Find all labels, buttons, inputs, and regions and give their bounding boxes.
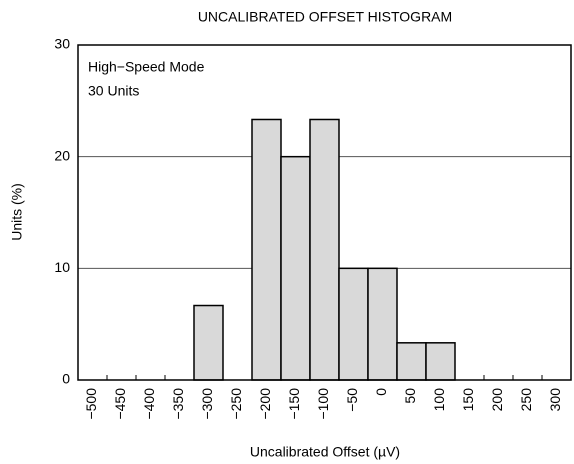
x-tick-label: −200	[257, 388, 273, 420]
x-tick-label: −50	[344, 388, 360, 412]
x-tick-label: 150	[460, 388, 476, 412]
x-tick-label: 100	[431, 388, 447, 412]
plot-border	[77, 44, 572, 381]
x-tick-label: 250	[518, 388, 534, 412]
x-tick-label: 50	[402, 388, 418, 404]
x-tick-label: −100	[315, 388, 331, 420]
x-tick-label: −350	[170, 388, 186, 420]
x-tick-label: −300	[199, 388, 215, 420]
chart-title: UNCALIBRATED OFFSET HISTOGRAM	[198, 9, 452, 25]
y-tick-label: 0	[62, 371, 70, 387]
x-axis-label: Uncalibrated Offset (µV)	[250, 444, 400, 460]
bar	[367, 267, 398, 381]
x-tick-label: −500	[83, 388, 99, 420]
x-tick-label: −450	[112, 388, 128, 420]
x-tick-label: 0	[373, 388, 389, 396]
annotation: 30 Units	[88, 83, 139, 99]
bar	[280, 155, 311, 381]
y-tick-label: 20	[54, 147, 70, 163]
x-tick-label: −400	[141, 388, 157, 420]
annotation: High−Speed Mode	[88, 59, 205, 75]
y-axis-label: Units (%)	[9, 183, 25, 241]
x-tick-label: 300	[547, 388, 563, 412]
x-tick-label: 200	[489, 388, 505, 412]
y-tick-label: 10	[54, 259, 70, 275]
bar	[251, 118, 282, 381]
x-tick-label: −150	[286, 388, 302, 420]
x-tick-label: −250	[228, 388, 244, 420]
bar	[338, 267, 369, 381]
bar	[193, 304, 224, 381]
bar	[425, 342, 456, 381]
y-tick-label: 30	[54, 36, 70, 52]
bar	[396, 342, 427, 381]
bar	[309, 118, 340, 381]
